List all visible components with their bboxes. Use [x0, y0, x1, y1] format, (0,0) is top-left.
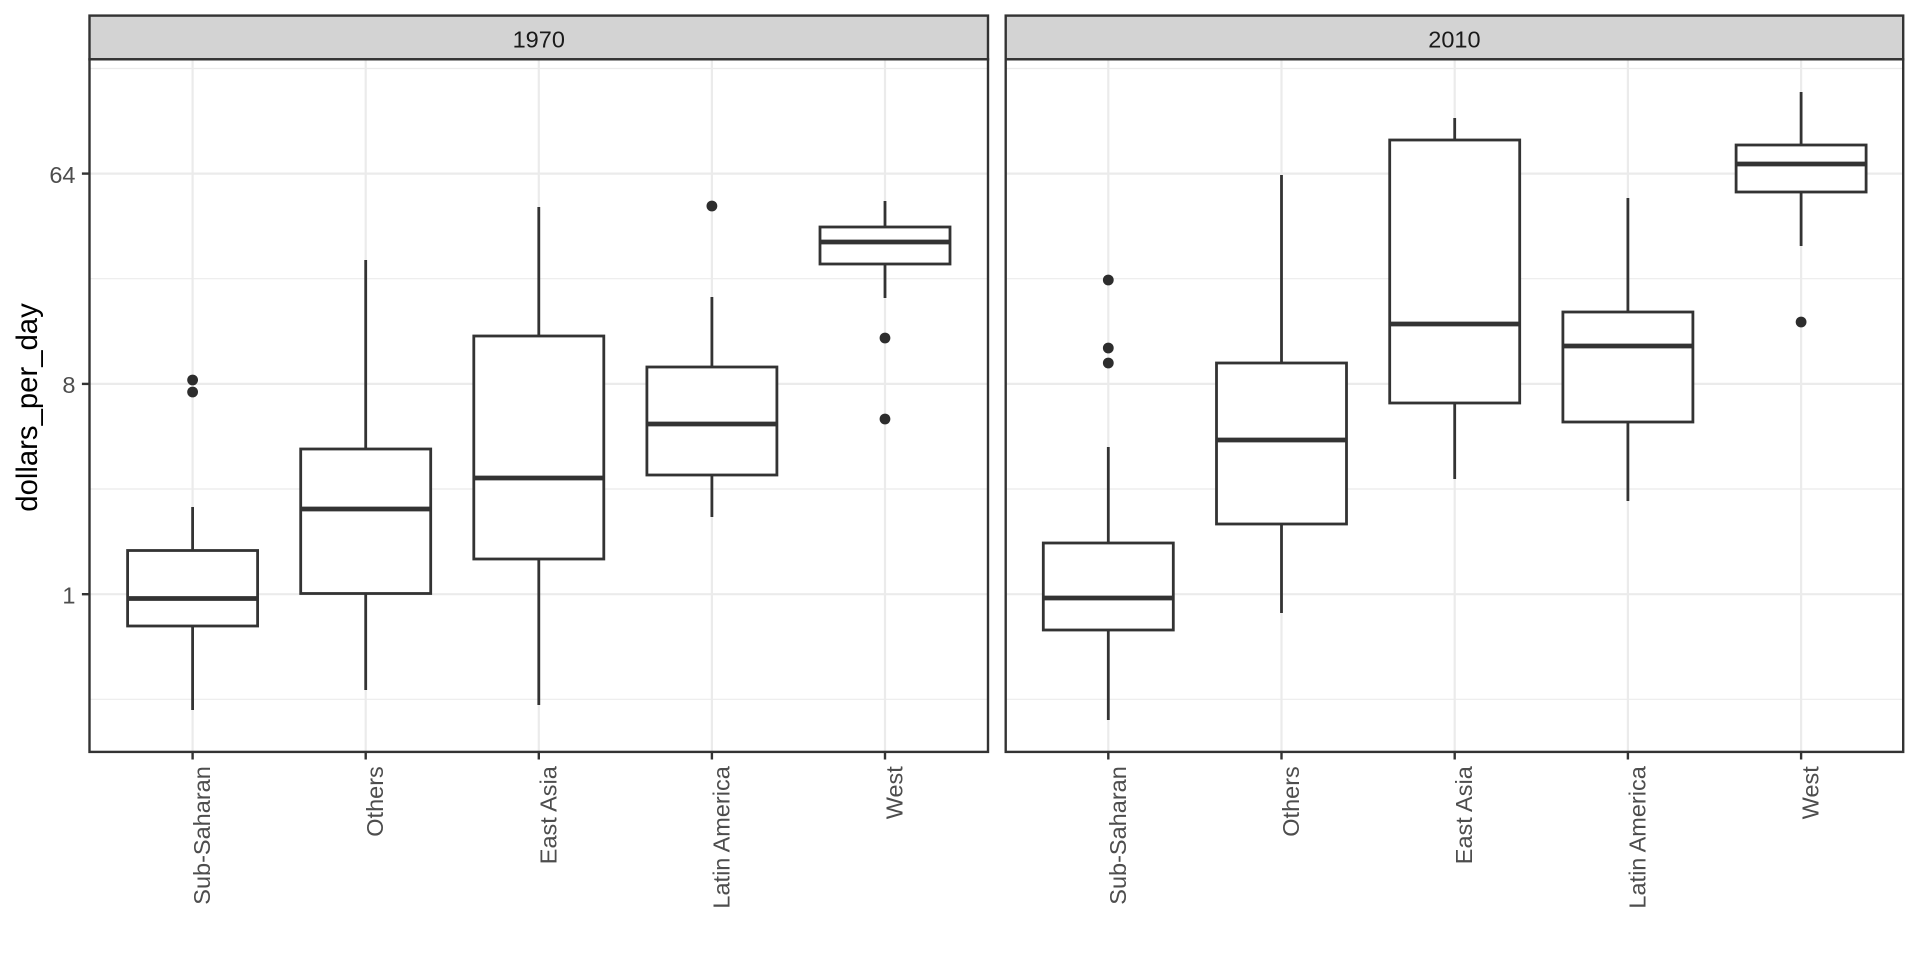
svg-text:64: 64 [49, 162, 75, 188]
svg-text:1970: 1970 [513, 26, 565, 52]
svg-text:Latin America: Latin America [1624, 765, 1650, 908]
svg-text:West: West [1798, 766, 1824, 820]
svg-text:Others: Others [1278, 766, 1304, 837]
svg-text:1: 1 [62, 583, 75, 609]
svg-text:West: West [882, 766, 908, 820]
svg-text:Sub-Saharan: Sub-Saharan [189, 766, 215, 905]
svg-text:8: 8 [62, 372, 75, 398]
svg-text:East Asia: East Asia [535, 765, 561, 864]
svg-text:2010: 2010 [1428, 26, 1480, 52]
svg-text:Sub-Saharan: Sub-Saharan [1105, 766, 1131, 905]
svg-text:dollars_per_day: dollars_per_day [11, 303, 44, 512]
svg-text:Others: Others [362, 766, 388, 837]
svg-text:Latin America: Latin America [708, 765, 734, 908]
svg-text:East Asia: East Asia [1451, 765, 1477, 864]
